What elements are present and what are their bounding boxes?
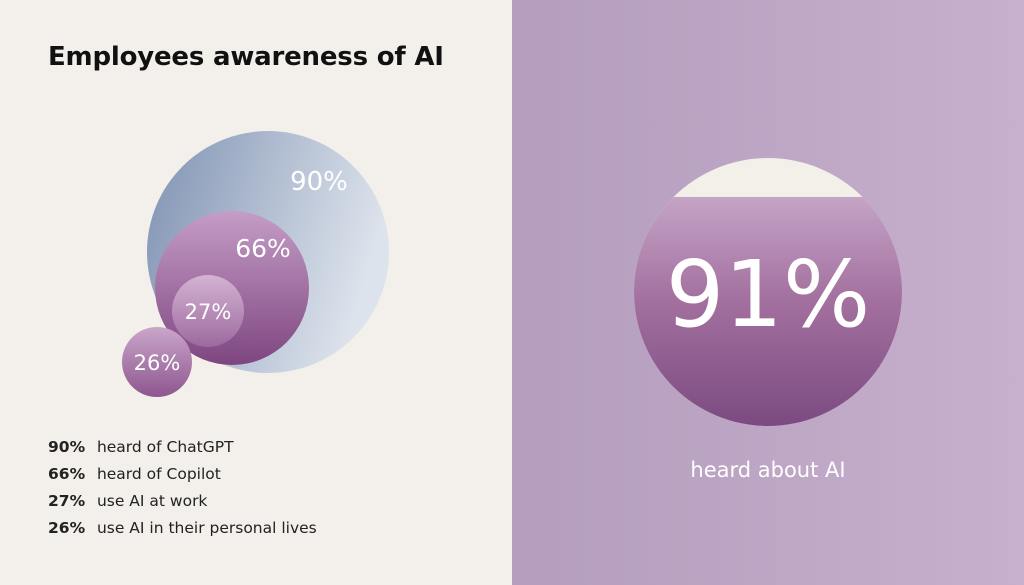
legend-value: 27% <box>48 492 86 510</box>
legend-label: use AI in their personal lives <box>96 519 317 537</box>
bubble-90-label: 90% <box>290 167 348 197</box>
hero-circle-fill <box>634 196 902 426</box>
legend-label: heard of Copilot <box>96 465 221 483</box>
legend-label: heard of ChatGPT <box>96 438 234 456</box>
hero-value: 91% <box>666 241 870 348</box>
legend-item: 27% use AI at work <box>48 492 317 519</box>
legend-item: 26% use AI in their personal lives <box>48 519 317 546</box>
bubble-66-label: 66% <box>235 234 291 263</box>
legend-value: 90% <box>48 438 86 456</box>
legend-label: use AI at work <box>96 492 208 510</box>
bubble-26-label: 26% <box>134 351 181 375</box>
legend-value: 26% <box>48 519 86 537</box>
bubble-27 <box>172 275 244 347</box>
hero-circle-chart: 91% <box>634 158 902 426</box>
legend-value: 66% <box>48 465 86 483</box>
legend-item: 90% heard of ChatGPT <box>48 438 317 465</box>
bubble-chart: 90% 66% 27% 26% <box>122 131 389 397</box>
legend: 90% heard of ChatGPT 66% heard of Copilo… <box>48 438 317 546</box>
chart-title: Employees awareness of AI <box>48 42 444 72</box>
right-panel: 91% heard about AI <box>512 0 1024 585</box>
legend-item: 66% heard of Copilot <box>48 465 317 492</box>
bubble-26 <box>122 327 192 397</box>
bubble-27-label: 27% <box>185 300 232 324</box>
left-panel: Employees awareness of AI 90% 66% <box>0 0 512 585</box>
hero-caption: heard about AI <box>690 458 846 482</box>
